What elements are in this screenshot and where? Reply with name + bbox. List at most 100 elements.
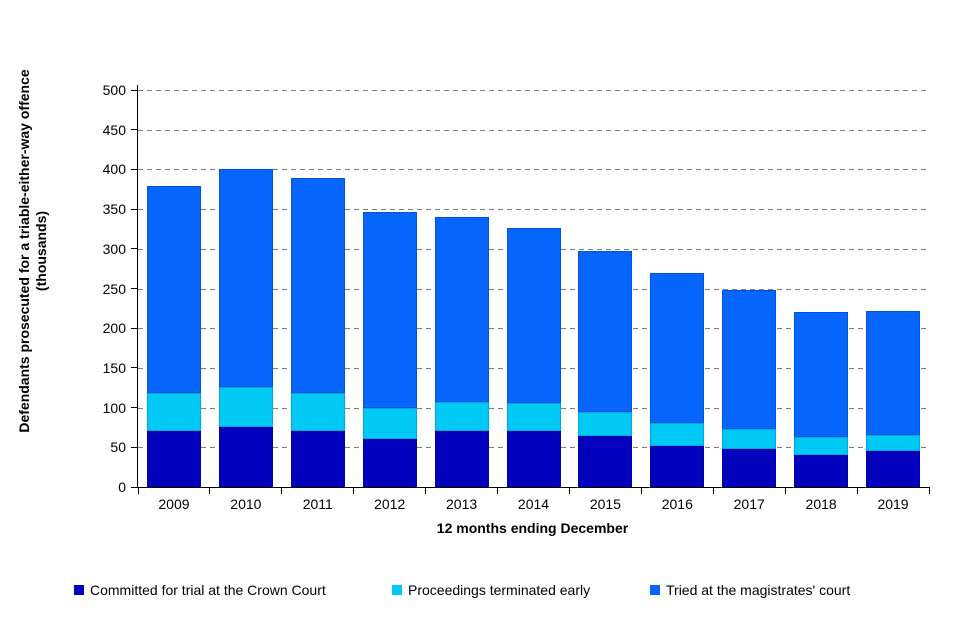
bar-segment [506,228,561,403]
x-tick-label: 2015 [589,496,621,512]
y-tick-label: 500 [102,82,126,98]
legend: Committed for trial at the Crown Court Pr… [0,579,960,601]
bar-2013 [434,90,489,487]
bar-2016 [650,90,705,487]
bar-2019 [866,90,921,487]
bar-segment [578,412,633,437]
y-tick-label: 200 [102,320,126,337]
bar-2014 [506,90,561,487]
x-axis-tick [568,487,570,494]
gridline-450 [138,129,929,131]
x-axis-tick [281,487,283,494]
gridline-500 [138,90,929,91]
y-axis-tick [131,168,138,170]
bar-segment [650,445,705,487]
bar-segment [506,402,561,431]
bar-segment [794,455,849,487]
bar-segment [650,273,705,423]
x-tick-label: 2013 [446,496,478,512]
x-tick-label: 2009 [158,496,190,512]
y-tick-label: 150 [102,359,126,376]
x-axis-tick [856,487,858,494]
y-tick-label: 250 [102,280,126,297]
y-tick-label: 450 [102,121,126,138]
x-axis-tick [712,487,714,494]
y-axis-spine [136,85,138,90]
legend-item: Proceedings terminated early [392,579,590,601]
x-tick-label: 2014 [517,496,550,512]
bar-segment [578,436,633,487]
legend-swatch [74,585,84,595]
bar-segment [722,290,777,430]
y-axis-tick [131,288,138,289]
x-axis-tick [209,487,211,494]
bar-segment [434,431,489,487]
bar-segment [794,437,849,456]
bar-segment [290,431,345,487]
bar-segment [146,431,201,487]
legend-label: Tried at the magistrates' court [666,582,851,598]
x-axis-tick [928,487,930,494]
bar-segment [866,434,921,452]
bar-segment [146,186,201,394]
x-tick-label: 2012 [374,496,406,512]
bar-segment [362,439,417,487]
y-axis-tick [131,446,138,448]
legend-label: Proceedings terminated early [408,582,591,598]
bar-segment [290,393,345,432]
y-axis-tick [131,407,138,409]
bar-segment [146,393,201,432]
legend-swatch [392,585,402,595]
x-axis-title: 12 months ending December [436,520,629,536]
bar-2018 [794,90,849,487]
bar-segment [434,217,489,403]
bar-segment [794,312,849,437]
gridline-350 [138,209,929,211]
legend-item: Committed for trial at the Crown Court [74,579,326,601]
y-axis-title: Defendants prosecuted for a triable-eith… [16,69,50,432]
legend-swatch [650,585,660,595]
y-tick-label: 50 [110,439,126,456]
bar-segment [218,386,273,427]
y-axis-tick [131,89,138,91]
plot-area: 0 50 100 150 200 250 300 350 400 450 500 2009 2010 20… [103,83,930,512]
bar-segment [506,430,561,487]
x-tick-label: 2010 [230,496,262,512]
y-axis-tick [131,208,138,210]
bar-2017 [722,90,777,487]
bar-2015 [578,90,633,487]
x-tick-label: 2011 [302,496,333,512]
bar-2011 [290,90,345,487]
bar-segment [722,448,777,487]
y-axis-title-line2: (thousands) [33,210,49,292]
bar-segment [578,251,633,413]
bar-segment [362,212,417,408]
y-axis-tick [131,129,138,131]
legend-label: Committed for trial at the Crown Court [90,582,326,598]
x-axis-tick [784,487,786,494]
bar-segment [434,402,489,432]
bar-segment [722,429,777,449]
y-axis-title-line1: Defendants prosecuted for a triable-eith… [16,69,32,433]
x-axis-tick [497,487,499,494]
y-tick-label: 0 [118,479,126,495]
bar-2009 [146,90,201,487]
bar-segment [362,407,417,440]
y-axis-tick [131,367,138,369]
x-axis-tick [640,487,642,494]
gridline-400 [138,169,929,171]
x-tick-label: 2016 [661,496,693,512]
x-tick-label: 2018 [805,496,837,512]
y-tick-label: 400 [102,161,126,178]
legend-item: Tried at the magistrates' court [650,579,850,601]
x-axis-tick [425,487,427,494]
bar-segment [866,310,921,435]
bar-segment [218,426,273,487]
bar-2010 [218,90,273,487]
x-tick-label: 2019 [877,496,909,512]
bar-segment [290,178,345,394]
y-tick-label: 300 [102,240,126,257]
y-tick-label: 350 [102,201,126,218]
x-axis-tick [137,487,139,494]
